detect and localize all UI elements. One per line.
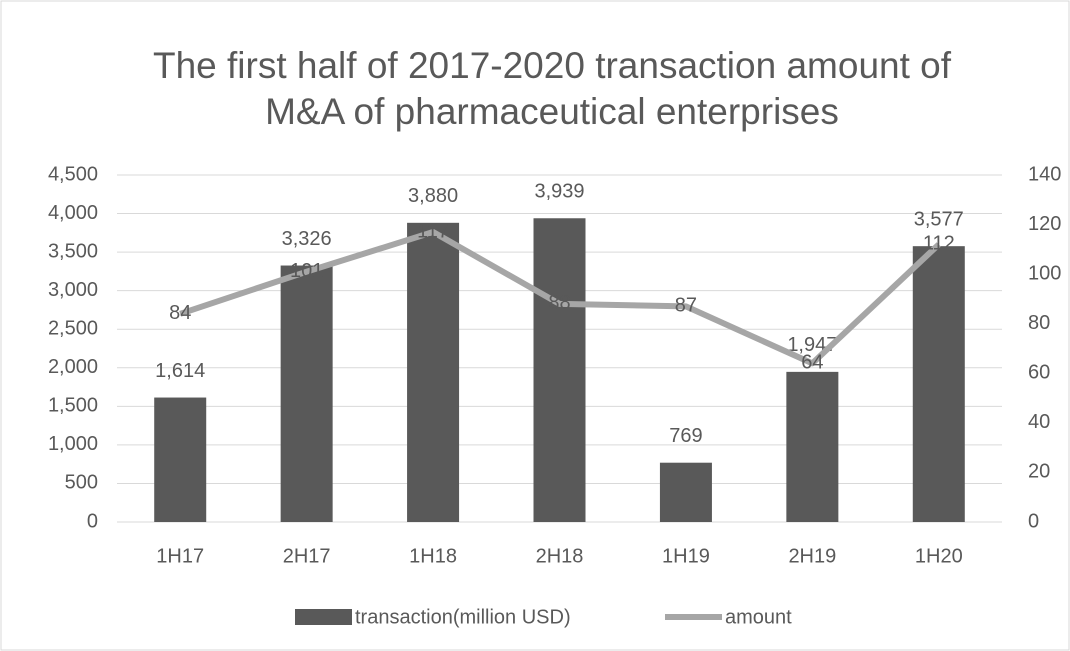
y-tick-label: 2,500 [48, 318, 98, 340]
line-value-label: 64 [801, 352, 823, 374]
y2-tick-label: 20 [1028, 461, 1050, 483]
y2-tick-label: 100 [1028, 262, 1061, 284]
line-value-label: 84 [169, 302, 191, 324]
y-tick-label: 500 [65, 472, 98, 494]
bar [659, 462, 712, 522]
x-tick-label: 1H17 [156, 545, 204, 567]
bar-value-label: 3,939 [534, 181, 584, 203]
x-tick-label: 1H18 [409, 545, 457, 567]
bar [154, 397, 207, 522]
line-value-label: 101 [290, 260, 323, 282]
y-tick-label: 4,500 [48, 163, 98, 185]
y2-tick-label: 60 [1028, 362, 1050, 384]
y2-tick-label: 120 [1028, 213, 1061, 235]
x-tick-label: 2H17 [283, 545, 331, 567]
y2-tick-label: 80 [1028, 312, 1050, 334]
y2-tick-label: 40 [1028, 411, 1050, 433]
chart-title: M&A of pharmaceutical enterprises [265, 91, 839, 132]
x-tick-label: 1H20 [915, 545, 963, 567]
bar-value-label: 769 [669, 425, 702, 447]
y2-tick-label: 0 [1028, 510, 1039, 532]
y-tick-label: 0 [87, 510, 98, 532]
legend-label: amount [725, 606, 792, 628]
y-tick-label: 3,500 [48, 240, 98, 262]
bar [407, 222, 460, 522]
x-tick-label: 2H19 [788, 545, 836, 567]
bar-value-label: 3,880 [408, 185, 458, 207]
bar [533, 218, 586, 522]
bar [786, 371, 839, 522]
line-value-label: 88 [548, 292, 570, 314]
x-tick-label: 2H18 [536, 545, 584, 567]
bar-value-label: 3,326 [282, 228, 332, 250]
line-value-label: 112 [923, 233, 955, 255]
bar-value-label: 1,614 [155, 360, 205, 382]
y-tick-label: 1,500 [48, 395, 98, 417]
y-tick-label: 1,000 [48, 433, 98, 455]
bar-value-label: 3,577 [914, 208, 964, 230]
line [179, 229, 941, 367]
bar [280, 265, 333, 522]
chart-title: The first half of 2017-2020 transaction … [153, 45, 952, 86]
y-tick-label: 2,000 [48, 356, 98, 378]
legend-swatch [295, 609, 352, 625]
line-value-label: 87 [675, 295, 697, 317]
line-value-label: 117 [417, 220, 449, 242]
y-tick-label: 3,000 [48, 279, 98, 301]
x-tick-label: 1H19 [662, 545, 710, 567]
legend-label: transaction(million USD) [355, 606, 571, 628]
y2-tick-label: 140 [1028, 163, 1061, 185]
y-tick-label: 4,000 [48, 202, 98, 224]
bar [912, 246, 965, 522]
